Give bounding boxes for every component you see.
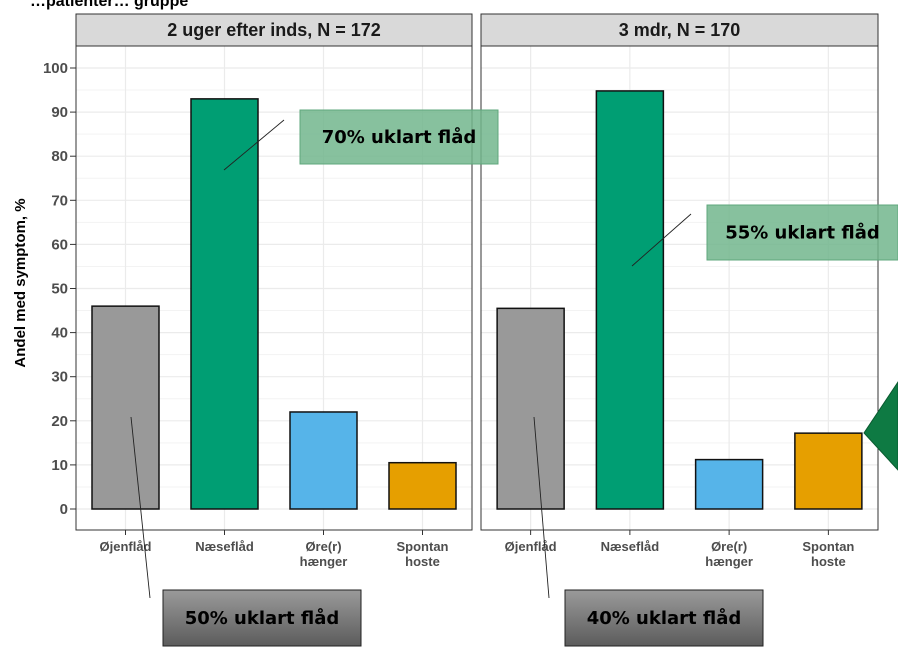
annotation-box: [299, 109, 499, 165]
x-tick-label: Øre(r) hænger: [300, 539, 348, 569]
annotation-leader-line: [533, 416, 550, 599]
x-tick-label: Øre(r) hænger: [705, 539, 753, 569]
strip-label: 3 mdr, N = 170: [619, 20, 741, 40]
annotation-leader-line: [223, 119, 285, 171]
y-tick-label: 50: [51, 281, 68, 298]
annotation-box: [706, 204, 898, 261]
annotation-text: 40% uklart flåd: [587, 607, 742, 629]
panel-border: [75, 45, 473, 531]
annotation-text: 50% uklart flåd: [185, 607, 340, 629]
x-tick-label: Spontan hoste: [802, 539, 854, 569]
bar-øjenflåd: [91, 305, 160, 510]
bar-spontan-hoste: [388, 461, 457, 510]
x-tick-label: Næseflåd: [601, 539, 660, 554]
annotation-box: [564, 589, 764, 647]
annotation-text: 55% uklart flåd: [725, 222, 880, 244]
panel-border: [480, 45, 879, 531]
callout-arrow-shape: [863, 381, 898, 471]
annotation-text: 70% uklart flåd: [322, 126, 477, 148]
chart-title: …patienter… gruppe: [30, 0, 188, 10]
bar-næseflåd: [190, 98, 259, 510]
y-tick-label: 0: [60, 501, 68, 518]
y-tick-label: 20: [51, 413, 68, 430]
strip-background: [75, 13, 473, 47]
x-tick-label: Spontan hoste: [397, 539, 449, 569]
bar-øre-r-hænger: [694, 458, 764, 510]
annotation-leader-line: [631, 213, 692, 267]
y-tick-label: 40: [51, 325, 68, 342]
y-tick-label: 30: [51, 369, 68, 386]
y-tick-label: 60: [51, 236, 68, 253]
panel-2: 3 mdr, N = 170 Øjenflåd Næseflåd Øre(r) hæng…: [480, 13, 879, 569]
annotation-leader-line: [130, 416, 151, 599]
strip-label: 2 uger efter inds, N = 172: [167, 20, 381, 40]
bar-øre-r-hænger: [289, 411, 358, 510]
x-tick-label: Næseflåd: [195, 539, 254, 554]
y-tick-label: 10: [51, 457, 68, 474]
annotation-box: [162, 589, 362, 647]
y-tick-label: 80: [51, 148, 68, 165]
y-axis-label: Andel med symptom, %: [12, 198, 29, 367]
strip-background: [480, 13, 879, 47]
panel-1: 2 uger efter inds, N = 172 Øjenflåd Næsefl…: [75, 13, 473, 569]
bar-spontan-hoste: [794, 432, 863, 510]
bar-øjenflåd: [496, 307, 565, 510]
x-tick-label: Øjenflåd: [505, 539, 557, 554]
y-tick-label: 100: [43, 60, 68, 77]
y-tick-label: 70: [51, 192, 68, 209]
x-tick-label: Øjenflåd: [99, 539, 151, 554]
bar-næseflåd: [595, 90, 665, 510]
y-tick-label: 90: [51, 104, 68, 121]
